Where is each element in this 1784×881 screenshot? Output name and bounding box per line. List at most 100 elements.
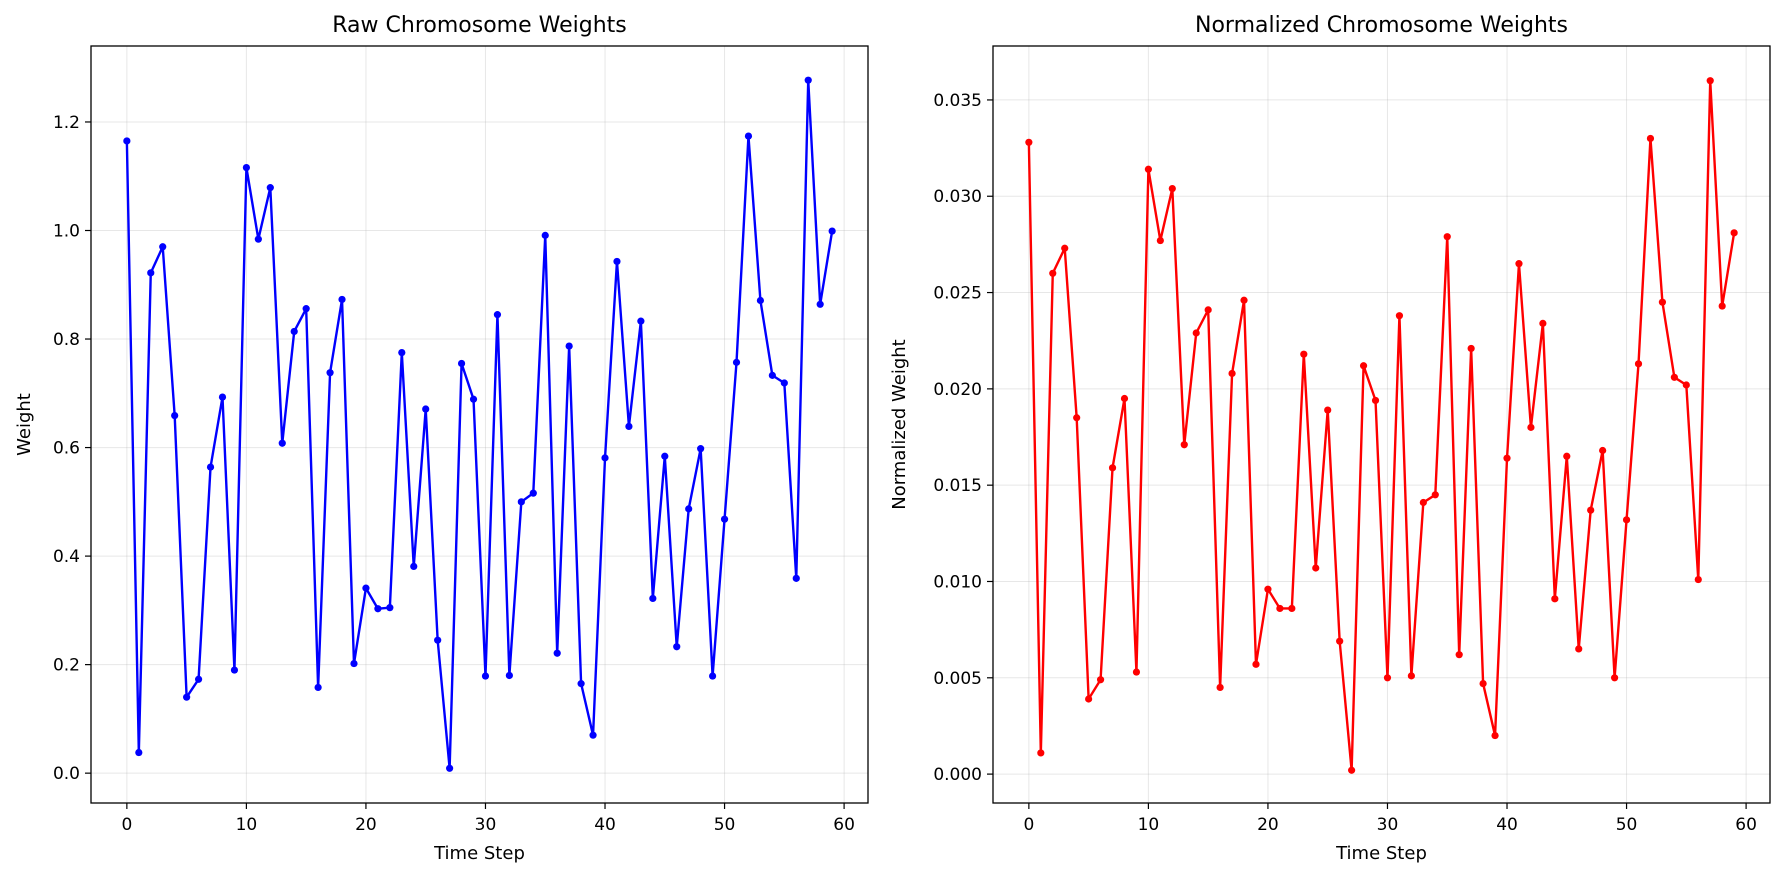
- data-point: [493, 311, 502, 319]
- data-point: [218, 393, 227, 401]
- data-point: [709, 672, 717, 680]
- data-point: [242, 163, 250, 172]
- y-tick-label: 0.030: [933, 187, 982, 207]
- data-point: [469, 395, 478, 403]
- data-point: [1049, 269, 1057, 277]
- data-point: [302, 305, 310, 313]
- data-point: [804, 76, 812, 84]
- data-point: [589, 731, 597, 739]
- data-point: [1348, 766, 1356, 774]
- data-point: [1706, 77, 1714, 85]
- data-point: [1443, 233, 1451, 241]
- y-tick-label: 0.4: [53, 547, 80, 567]
- data-point: [1288, 604, 1296, 613]
- data-point: [1383, 674, 1392, 682]
- data-point: [1240, 296, 1248, 304]
- data-point: [326, 369, 334, 377]
- data-point: [1156, 236, 1164, 245]
- data-point: [1061, 244, 1069, 252]
- data-point: [1730, 229, 1738, 237]
- data-point: [135, 748, 143, 757]
- plot-frame: [90, 45, 869, 804]
- y-tick-label: 0.0: [53, 764, 80, 784]
- x-tick-label: 10: [1138, 815, 1160, 835]
- x-tick-label: 0: [121, 815, 132, 835]
- data-point: [338, 295, 346, 304]
- data-point: [1037, 749, 1045, 757]
- data-point: [1658, 298, 1667, 306]
- data-point: [290, 327, 298, 336]
- data-point: [1718, 302, 1726, 310]
- data-point: [1539, 319, 1547, 327]
- x-tick-label: 30: [1377, 815, 1399, 835]
- data-point: [398, 348, 406, 357]
- data-point: [230, 666, 239, 674]
- y-tick-label: 0.6: [53, 439, 80, 459]
- data-point: [744, 132, 753, 140]
- y-tick-label: 0.020: [933, 380, 982, 400]
- data-point: [1025, 138, 1033, 146]
- data-point: [1096, 676, 1105, 684]
- data-point: [649, 594, 657, 603]
- data-point: [756, 296, 765, 305]
- series-line: [1027, 79, 1736, 772]
- data-point: [1324, 406, 1332, 414]
- chart-title: Normalized Chromosome Weights: [1195, 13, 1568, 38]
- x-tick-label: 40: [1496, 815, 1518, 835]
- x-tick-label: 50: [714, 815, 736, 835]
- data-point: [410, 562, 418, 571]
- data-point: [1419, 498, 1427, 507]
- data-point: [1395, 312, 1404, 320]
- data-point: [1216, 683, 1224, 692]
- x-tick-label: 50: [1616, 815, 1638, 835]
- data-point: [1503, 454, 1511, 462]
- data-point: [828, 227, 836, 235]
- data-point: [1300, 350, 1308, 358]
- data-point: [278, 439, 286, 447]
- data-point: [541, 231, 549, 239]
- data-point: [816, 300, 824, 308]
- y-tick-label: 0.2: [53, 656, 80, 676]
- data-point: [1228, 369, 1236, 378]
- data-point: [481, 672, 490, 680]
- x-axis-label: Time Step: [1335, 843, 1427, 864]
- data-point: [1085, 695, 1093, 703]
- data-point: [732, 358, 741, 366]
- data-point: [1563, 452, 1571, 460]
- data-point: [434, 636, 442, 644]
- data-point: [661, 452, 669, 460]
- data-point: [1108, 464, 1117, 472]
- data-point: [1622, 516, 1631, 524]
- data-point: [123, 137, 131, 145]
- data-point: [1312, 564, 1320, 572]
- x-tick-label: 60: [1735, 815, 1757, 835]
- data-point: [1634, 360, 1643, 368]
- data-point: [601, 454, 609, 462]
- y-axis-label: Weight: [14, 393, 35, 456]
- data-point: [1611, 674, 1619, 682]
- x-tick-label: 30: [475, 815, 497, 835]
- data-point: [1467, 344, 1475, 353]
- y-tick-label: 0.005: [933, 669, 982, 689]
- data-point: [1264, 585, 1272, 593]
- data-point: [697, 445, 705, 453]
- data-point: [457, 359, 466, 368]
- data-point: [1455, 651, 1463, 659]
- x-tick-label: 20: [355, 815, 377, 835]
- data-point: [254, 235, 262, 243]
- data-point: [1491, 731, 1499, 740]
- data-point: [1180, 441, 1188, 449]
- data-point: [565, 342, 573, 350]
- data-point: [1682, 381, 1690, 389]
- data-point: [1479, 679, 1487, 688]
- data-point: [159, 243, 167, 251]
- data-point: [1527, 423, 1535, 431]
- data-point: [147, 269, 155, 277]
- data-point: [517, 498, 525, 506]
- data-point: [1276, 604, 1284, 613]
- data-point: [1073, 414, 1081, 422]
- series-line: [125, 78, 834, 770]
- data-point: [768, 371, 776, 379]
- data-point: [1359, 362, 1368, 370]
- data-point: [792, 574, 800, 582]
